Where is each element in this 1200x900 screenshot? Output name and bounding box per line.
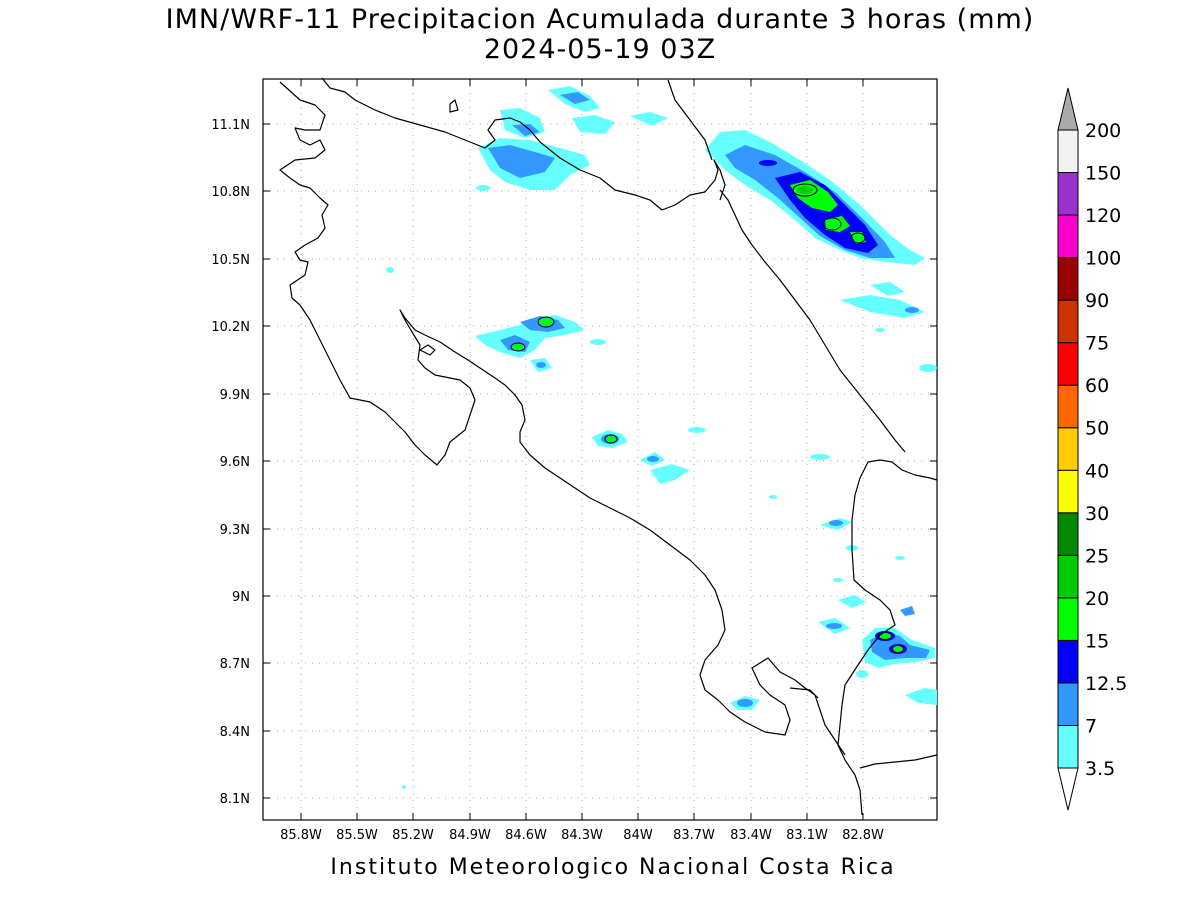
- colorbar: 3.5 7 12.5 15 20 25 30 40 50 60 75 90 100 120 150 200: [1057, 87, 1127, 811]
- map-datetime: 2024-05-19 03Z: [483, 34, 717, 65]
- colorbar-bottom-arrow: [1057, 767, 1079, 811]
- colorbar-label: 120: [1085, 205, 1121, 227]
- colorbar-cell: [1057, 682, 1079, 726]
- lat-label: 11.1N: [211, 118, 250, 133]
- lon-label: 84W: [623, 828, 653, 843]
- map-title: IMN/WRF-11 Precipitacion Acumulada duran…: [165, 4, 1035, 35]
- colorbar-cell: [1057, 342, 1079, 386]
- colorbar-cell: [1057, 299, 1079, 344]
- lon-label: 82.8W: [842, 828, 884, 843]
- colorbar-label: 100: [1085, 248, 1121, 270]
- lat-label: 9N: [232, 590, 250, 605]
- lon-label: 85.2W: [392, 828, 434, 843]
- colorbar-cell: [1057, 512, 1079, 556]
- lon-label: 84.3W: [561, 828, 603, 843]
- colorbar-cell: [1057, 724, 1079, 769]
- longitude-labels: 85.8W 85.5W 85.2W 84.9W 84.6W 84.3W 84W …: [280, 828, 884, 843]
- colorbar-label: 200: [1085, 120, 1121, 142]
- colorbar-label: 12.5: [1085, 673, 1127, 695]
- lon-label: 84.9W: [449, 828, 491, 843]
- colorbar-cell: [1057, 257, 1079, 301]
- colorbar-cell: [1057, 597, 1079, 641]
- lat-label: 10.5N: [211, 253, 250, 268]
- lat-label: 10.8N: [211, 185, 250, 200]
- coastline-borders: [279, 77, 938, 816]
- colorbar-cell: [1057, 129, 1079, 174]
- footer-credit: Instituto Meteorologico Nacional Costa R…: [330, 855, 896, 880]
- lon-label: 85.5W: [336, 828, 378, 843]
- lat-label: 8.7N: [220, 657, 250, 672]
- colorbar-label: 50: [1085, 418, 1109, 440]
- colorbar-label: 75: [1085, 333, 1109, 355]
- colorbar-cell: [1057, 469, 1079, 514]
- colorbar-label: 90: [1085, 290, 1109, 312]
- colorbar-cell: [1057, 384, 1079, 429]
- grid-lines: [263, 79, 937, 820]
- colorbar-label: 30: [1085, 503, 1109, 525]
- lon-label: 83.7W: [673, 828, 715, 843]
- colorbar-label: 150: [1085, 163, 1121, 185]
- precipitation-shading: [386, 86, 937, 789]
- colorbar-label: 20: [1085, 588, 1109, 610]
- lon-label: 83.1W: [786, 828, 828, 843]
- colorbar-label: 15: [1085, 630, 1109, 652]
- colorbar-cell: [1057, 172, 1079, 216]
- lat-label: 9.9N: [220, 388, 250, 403]
- axis-ticks: [263, 79, 937, 820]
- contour-outlines: [510, 183, 905, 654]
- colorbar-cell: [1057, 639, 1079, 684]
- lon-label: 84.6W: [505, 828, 547, 843]
- colorbar-label: 25: [1085, 545, 1109, 567]
- lat-label: 9.6N: [220, 455, 250, 470]
- lat-label: 9.3N: [220, 523, 250, 538]
- colorbar-cell: [1057, 554, 1079, 599]
- colorbar-cell: [1057, 214, 1079, 259]
- colorbar-top-arrow: [1057, 87, 1079, 131]
- colorbar-label: 60: [1085, 375, 1109, 397]
- lat-label: 8.1N: [220, 792, 250, 807]
- lon-label: 83.4W: [730, 828, 772, 843]
- latitude-labels: 11.1N 10.8N 10.5N 10.2N 9.9N 9.6N 9.3N 9…: [211, 118, 250, 807]
- colorbar-label: 7: [1085, 715, 1097, 737]
- lat-label: 10.2N: [211, 320, 250, 335]
- lat-label: 8.4N: [220, 725, 250, 740]
- colorbar-cell: [1057, 427, 1079, 471]
- colorbar-label: 3.5: [1085, 758, 1115, 780]
- colorbar-label: 40: [1085, 460, 1109, 482]
- lon-label: 85.8W: [280, 828, 322, 843]
